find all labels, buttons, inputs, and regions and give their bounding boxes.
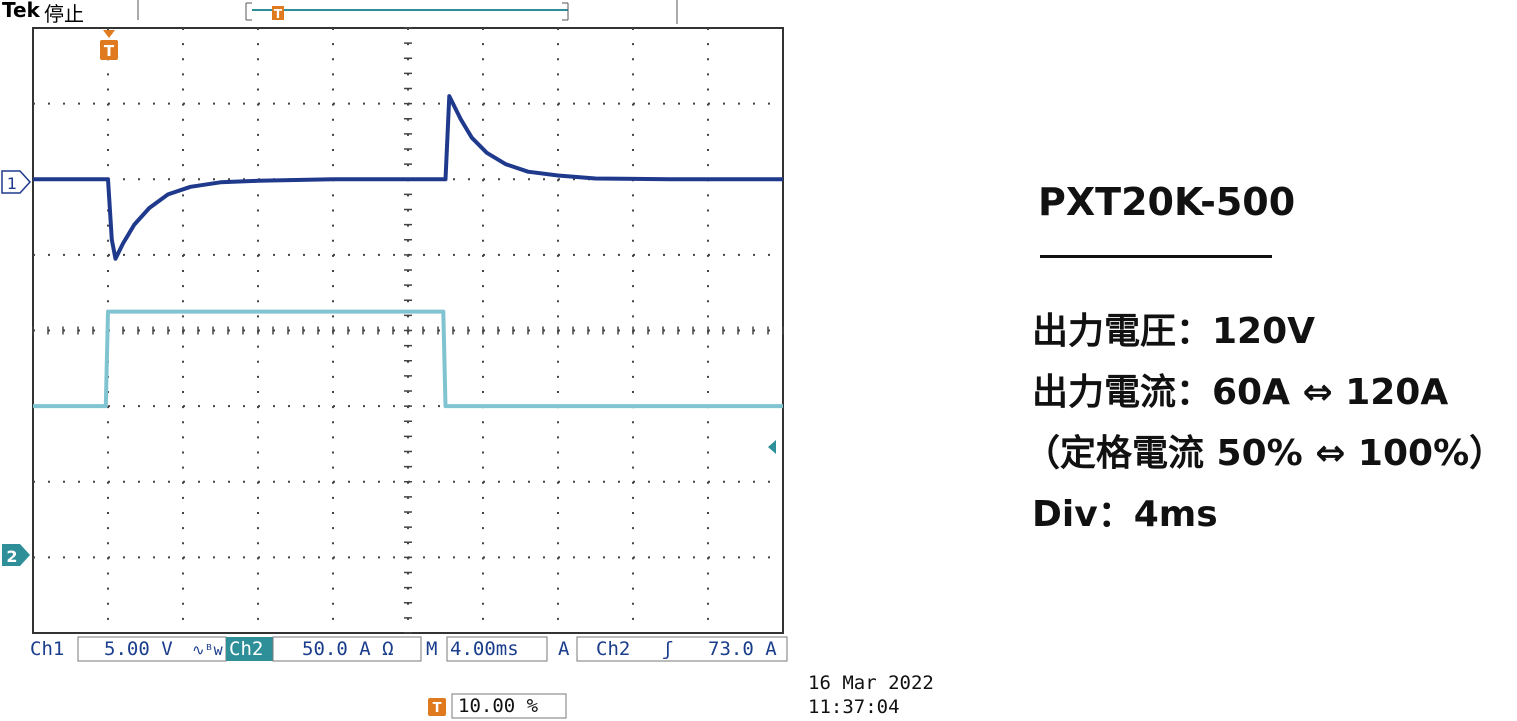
acquisition-state: 停止 [44, 2, 84, 26]
record-trigger-marker: T [272, 6, 284, 21]
division-text: Div：4ms [1032, 494, 1218, 535]
ch1-label: Ch1 [30, 638, 65, 660]
ch2-ground-marker: 2 [2, 544, 30, 566]
brand-label: Tek [2, 0, 40, 22]
trigger-position: 10.00 % [458, 695, 539, 717]
waveform-display: T T 1 2 T [1, 0, 788, 719]
ch1-scale: 5.00 V [104, 638, 173, 660]
timebase-label: M [426, 638, 438, 660]
capture-time: 11:37:04 [808, 696, 900, 718]
trigger-pos-glyph: T [433, 701, 442, 716]
ch1-bandwidth-flags: ∿ᴮw [192, 641, 223, 659]
trigger-level: 73.0 A [708, 638, 777, 660]
trigger-glyph: T [104, 42, 115, 60]
trigger-slope-icon: ʃ [662, 638, 674, 660]
record-trigger-glyph: T [274, 7, 283, 21]
model-title: PXT20K-500 [1038, 180, 1296, 224]
ch1-ground-marker: 1 [1, 170, 32, 194]
trigger-label: A [558, 638, 570, 660]
trigger-source: Ch2 [596, 638, 631, 660]
timebase-scale: 4.00ms [450, 638, 519, 660]
ch2-marker-label: 2 [6, 547, 17, 566]
output-current-text: 出力電流：60A ⇔ 120A [1032, 372, 1449, 413]
oscilloscope-screen: Tek 停止 T T 1 2 [1, 0, 934, 719]
graticule-grid [32, 27, 784, 634]
ch2-current-trace [33, 309, 783, 409]
ch1-marker-label: 1 [7, 174, 17, 193]
capture-date: 16 Mar 2022 [808, 672, 934, 694]
output-voltage-text: 出力電圧：120V [1032, 311, 1316, 352]
ch1-voltage-trace [33, 94, 783, 261]
ch2-label: Ch2 [229, 638, 264, 660]
info-panel: PXT20K-500 出力電圧：120V 出力電流：60A ⇔ 120A （定格… [1024, 170, 1510, 550]
trigger-position-marker: T [100, 30, 118, 60]
rated-current-text: （定格電流 50% ⇔ 100%） [1024, 433, 1506, 474]
title-underline [1040, 255, 1272, 258]
ch2-scale: 50.0 A Ω [302, 638, 394, 660]
trigger-level-marker [768, 440, 776, 454]
